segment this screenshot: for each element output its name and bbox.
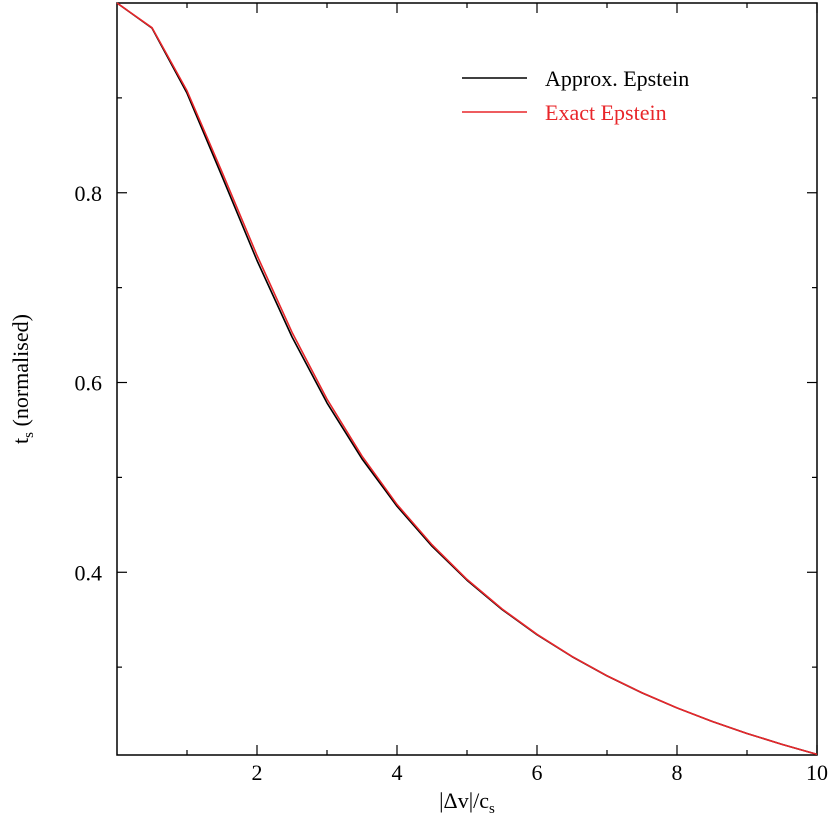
y-tick-label: 0.8 <box>75 181 103 206</box>
x-tick-label: 4 <box>392 760 403 785</box>
x-axis-label: |Δv|/cs <box>439 788 495 814</box>
x-tick-label: 10 <box>806 760 828 785</box>
series-line <box>116 2 818 756</box>
y-tick-label: 0.4 <box>75 560 103 585</box>
y-tick-label: 0.6 <box>75 371 103 396</box>
plot-frame <box>116 2 818 756</box>
legend-label: Approx. Epstein <box>545 66 689 91</box>
series-line <box>116 2 818 756</box>
y-axis-label: ts (normalised) <box>8 314 37 444</box>
legend-label: Exact Epstein <box>545 100 667 125</box>
x-tick-label: 6 <box>532 760 543 785</box>
x-tick-label: 8 <box>672 760 683 785</box>
x-tick-label: 2 <box>252 760 263 785</box>
